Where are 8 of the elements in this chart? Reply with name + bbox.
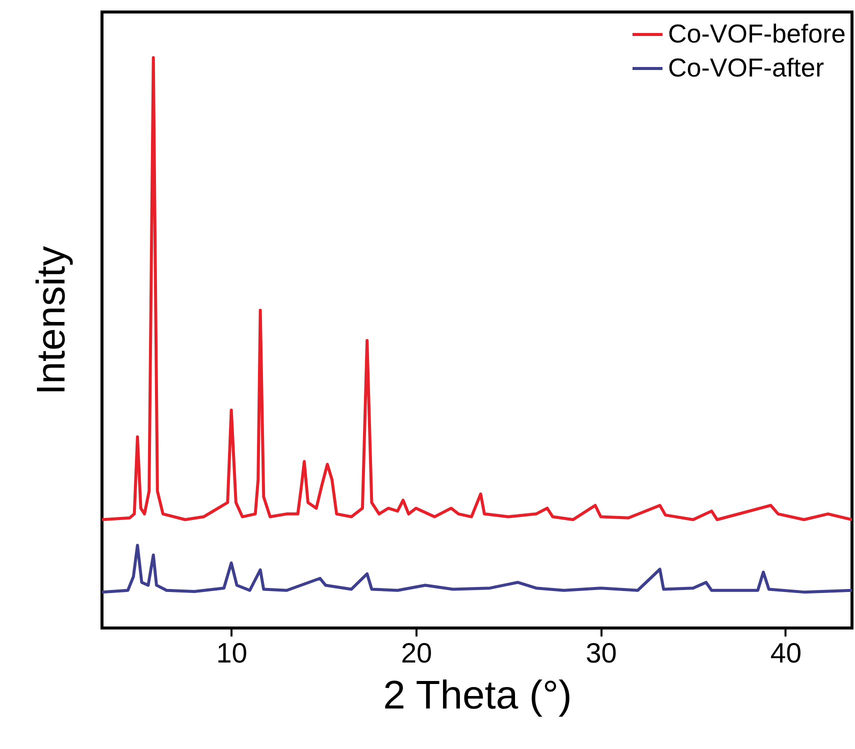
x-axis-title: 2 Theta (°): [383, 674, 572, 718]
x-tick-label: 10: [216, 638, 248, 668]
x-tick-label: 40: [770, 638, 802, 668]
x-tick-label: 30: [586, 638, 617, 668]
y-axis-title: Intensity: [30, 246, 74, 395]
legend-label: Co-VOF-after: [668, 52, 824, 82]
legend-label: Co-VOF-before: [668, 18, 846, 48]
x-tick-label: 20: [400, 638, 432, 668]
